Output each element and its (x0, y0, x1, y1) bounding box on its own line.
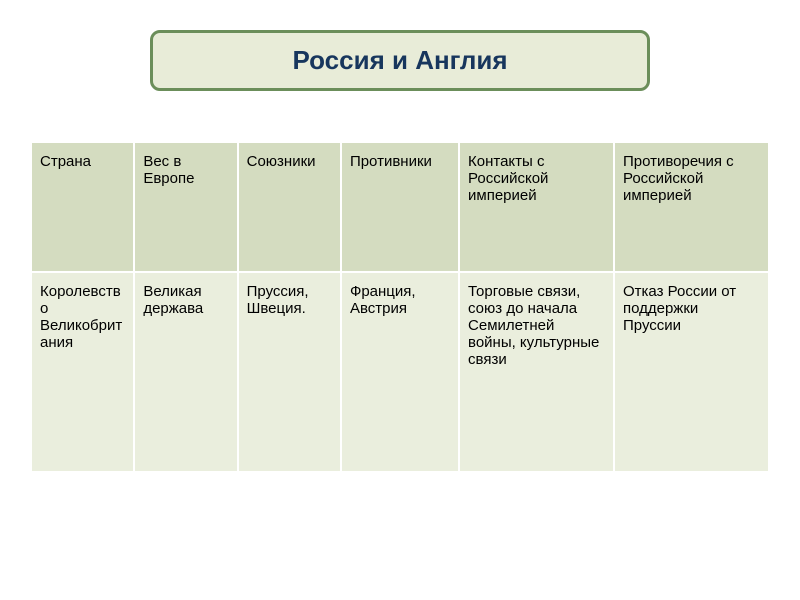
col-header-country: Страна (31, 142, 134, 272)
cell-allies: Пруссия, Швеция. (238, 272, 341, 472)
page-title: Россия и Англия (173, 45, 627, 76)
col-header-contradictions: Противоречия с Российской империей (614, 142, 769, 272)
cell-contradictions: Отказ России от поддержки Пруссии (614, 272, 769, 472)
col-header-weight: Вес в Европе (134, 142, 237, 272)
comparison-table: Страна Вес в Европе Союзники Противники … (30, 141, 770, 473)
title-container: Россия и Англия (150, 30, 650, 91)
col-header-opponents: Противники (341, 142, 459, 272)
col-header-allies: Союзники (238, 142, 341, 272)
table-row: Королевство Великобритания Великая держа… (31, 272, 769, 472)
cell-weight: Великая держава (134, 272, 237, 472)
table-header-row: Страна Вес в Европе Союзники Противники … (31, 142, 769, 272)
col-header-contacts: Контакты с Российской империей (459, 142, 614, 272)
cell-opponents: Франция, Австрия (341, 272, 459, 472)
cell-country: Королевство Великобритания (31, 272, 134, 472)
cell-contacts: Торговые связи, союз до начала Семилетне… (459, 272, 614, 472)
